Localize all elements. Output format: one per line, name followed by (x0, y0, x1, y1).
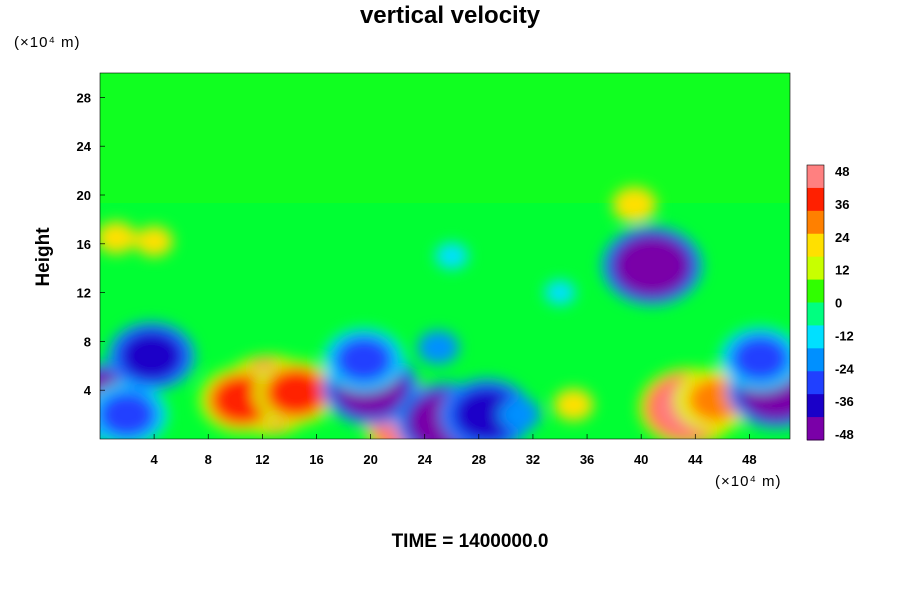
feature-core (435, 242, 469, 270)
plot-area (100, 73, 790, 439)
feature-core (135, 226, 173, 257)
colorbar-segment (807, 165, 824, 189)
x-tick-label: 44 (688, 452, 703, 467)
colorbar-segment (807, 233, 824, 258)
feature-core (615, 236, 689, 296)
x-tick-label: 4 (151, 452, 159, 467)
colorbar-label: 24 (835, 230, 850, 245)
feature-core (454, 388, 519, 439)
plot-frame (99, 72, 791, 440)
feature-core (544, 280, 576, 306)
colorbar-segment (807, 394, 824, 418)
colorbar-segment (807, 302, 824, 326)
feature-core (337, 338, 391, 382)
colorbar-label: -36 (835, 394, 854, 409)
colorbar-label: 0 (835, 296, 842, 311)
feature-core (553, 388, 594, 421)
colorbar-segment (807, 371, 824, 395)
y-tick-label: 28 (77, 90, 91, 105)
colorbar-label: 36 (835, 197, 849, 212)
y-tick-label: 4 (84, 383, 92, 398)
colorbar-label: 12 (835, 263, 849, 278)
colorbar-segment (807, 279, 824, 303)
colorbar-label: -48 (835, 427, 854, 442)
colorbar-segment (807, 325, 824, 349)
chart-title: vertical velocity (359, 2, 541, 29)
x-tick-label: 8 (205, 452, 212, 467)
feature-core (417, 330, 460, 365)
colorbar-label: -24 (835, 361, 855, 376)
feature-core (121, 331, 182, 381)
x-tick-label: 20 (363, 452, 377, 467)
x-tick-label: 36 (580, 452, 594, 467)
x-tick-label: 32 (526, 452, 540, 467)
colorbar-frame (806, 164, 825, 441)
x-tick-label: 28 (472, 452, 486, 467)
colorbar-segment (807, 256, 824, 281)
x-tick-label: 24 (417, 452, 432, 467)
feature-core (100, 221, 137, 254)
y-axis-unit: (×10⁴ m) (14, 34, 81, 51)
colorbar: 48 36 24 12 0 -12 -24 -36 -48 (806, 164, 855, 442)
x-tick-label: 48 (742, 452, 756, 467)
x-tick-label: 16 (309, 452, 323, 467)
feature-core (612, 186, 657, 223)
y-tick-label: 12 (77, 286, 91, 301)
y-tick-label: 24 (77, 139, 92, 154)
x-tick-label: 12 (255, 452, 269, 467)
colorbar-label: 48 (835, 164, 849, 179)
colorbar-segment (807, 348, 824, 372)
feature-core (268, 370, 324, 416)
feature-core (498, 397, 541, 432)
y-tick-label: 16 (77, 237, 91, 252)
colorbar-segment (807, 210, 824, 235)
upper-field (100, 73, 790, 203)
y-tick-label: 8 (84, 334, 91, 349)
feature-core (100, 393, 154, 437)
time-label: TIME = 1400000.0 (391, 531, 549, 552)
y-tick-label: 20 (77, 188, 91, 203)
colorbar-label: -12 (835, 328, 854, 343)
colorbar-segment (807, 187, 824, 212)
x-axis-unit: (×10⁴ m) (715, 473, 782, 490)
x-tick-label: 40 (634, 452, 648, 467)
feature-core (733, 336, 787, 380)
colorbar-segment (807, 417, 824, 441)
